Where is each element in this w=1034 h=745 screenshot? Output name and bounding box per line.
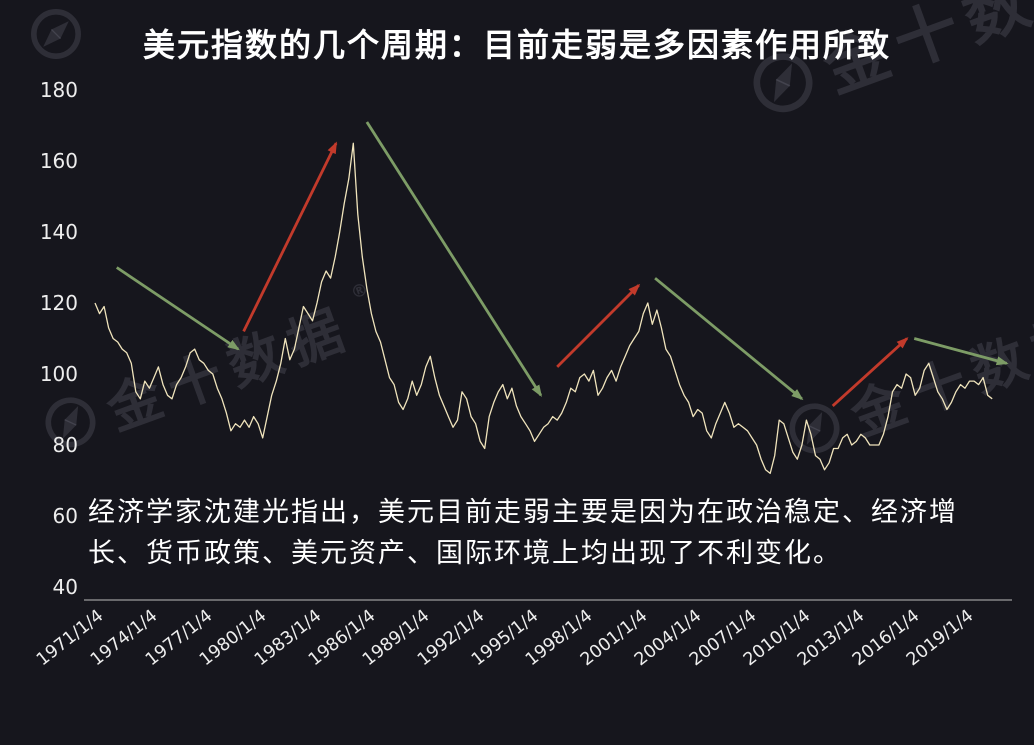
- y-axis-tick-label: 160: [39, 149, 78, 173]
- watermark-mid-left: 金十数据 ®: [30, 274, 389, 469]
- trend-arrow-down: [654, 277, 804, 401]
- watermark-mid-right: 金十数据®: [774, 280, 1034, 475]
- y-axis-tick-label: 40: [52, 575, 78, 599]
- trend-arrow-down: [365, 121, 543, 397]
- trend-arrows: [115, 121, 1009, 407]
- trend-arrow-up: [556, 283, 641, 368]
- jinshi-logo-icon: [45, 396, 96, 447]
- chart-canvas: 金十数据 金十数据® 金十数据® 美元指数的几个周期：目前走弱是多因素作用所致: [28, 0, 1034, 670]
- y-axis-tick-label: 180: [39, 78, 78, 102]
- dollar-index-line-chart: [84, 121, 1012, 601]
- trend-arrow-down: [913, 337, 1009, 366]
- y-axis-tick-label: 80: [52, 433, 78, 457]
- watermark-top-left: [28, 6, 84, 62]
- jinshi-logo-icon: [753, 53, 813, 113]
- y-axis-tick-label: 60: [52, 504, 78, 528]
- jinshi-logo-icon: [789, 402, 840, 453]
- trend-arrow-down: [115, 266, 240, 351]
- dollar-index-series-line: [94, 142, 993, 475]
- trend-arrow-up: [242, 141, 338, 333]
- y-axis-tick-label: 120: [39, 291, 78, 315]
- y-axis-tick-label: 100: [39, 362, 78, 386]
- watermark-top-right: 金十数据: [736, 0, 1034, 137]
- jinshi-logo-icon: [31, 9, 81, 59]
- trend-arrow-up: [831, 337, 909, 407]
- analyst-note: 经济学家沈建光指出，美元目前走弱主要是因为在政治稳定、经济增长、货币政策、美元资…: [88, 497, 958, 570]
- chart-title: 美元指数的几个周期：目前走弱是多因素作用所致: [142, 26, 891, 64]
- y-axis-tick-label: 140: [39, 220, 78, 244]
